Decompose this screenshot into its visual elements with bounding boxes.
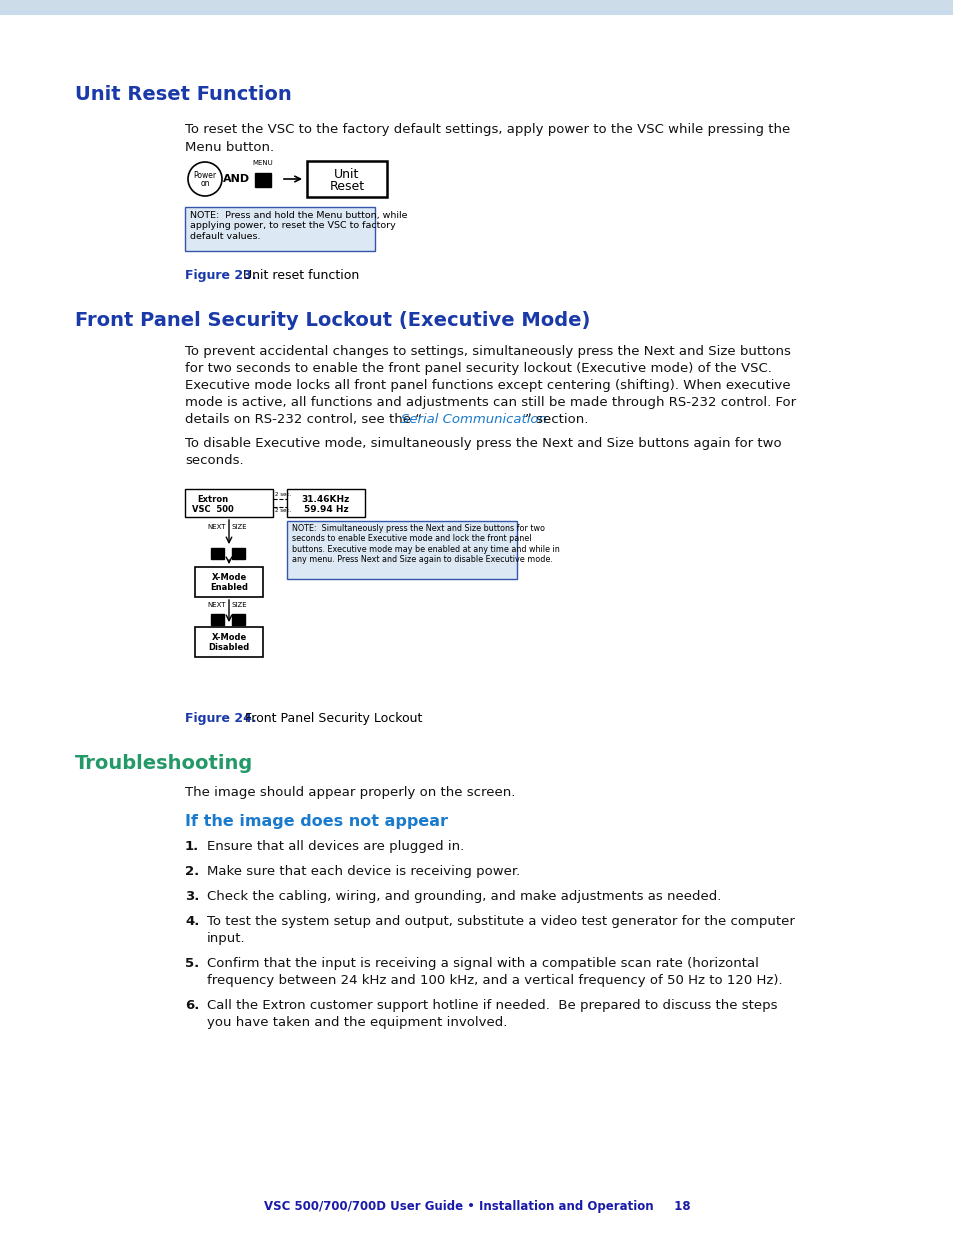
- Text: Figure 24.: Figure 24.: [185, 713, 256, 725]
- Text: Menu button.: Menu button.: [185, 141, 274, 154]
- Text: input.: input.: [207, 932, 245, 945]
- Bar: [254, 173, 271, 186]
- Text: ” section.: ” section.: [524, 412, 588, 426]
- Text: Check the cabling, wiring, and grounding, and make adjustments as needed.: Check the cabling, wiring, and grounding…: [207, 890, 720, 903]
- Bar: [287, 521, 517, 579]
- Text: X-Mode: X-Mode: [212, 632, 247, 641]
- Text: Reset: Reset: [329, 180, 364, 194]
- Text: Enabled: Enabled: [210, 583, 248, 592]
- Text: To prevent accidental changes to settings, simultaneously press the Next and Siz: To prevent accidental changes to setting…: [185, 345, 790, 358]
- Text: Confirm that the input is receiving a signal with a compatible scan rate (horizo: Confirm that the input is receiving a si…: [207, 957, 758, 969]
- Text: 59.94 Hz: 59.94 Hz: [303, 505, 348, 515]
- Bar: [185, 489, 273, 517]
- Text: SIZE: SIZE: [231, 601, 247, 608]
- Text: Unit reset function: Unit reset function: [243, 269, 359, 282]
- Text: 31.46KHz: 31.46KHz: [301, 494, 350, 504]
- Text: To reset the VSC to the factory default settings, apply power to the VSC while p: To reset the VSC to the factory default …: [185, 124, 789, 136]
- Text: Serial Communication: Serial Communication: [400, 412, 546, 426]
- Bar: [0, 0, 953, 10]
- Text: Unit: Unit: [334, 168, 359, 180]
- Text: NEXT: NEXT: [208, 601, 226, 608]
- Text: you have taken and the equipment involved.: you have taken and the equipment involve…: [207, 1016, 507, 1029]
- Text: NOTE:  Press and hold the Menu button, while
applying power, to reset the VSC to: NOTE: Press and hold the Menu button, wh…: [190, 211, 407, 241]
- Text: MENU: MENU: [253, 161, 274, 165]
- Text: X-Mode: X-Mode: [212, 573, 247, 582]
- Text: Front Panel Security Lockout (Executive Mode): Front Panel Security Lockout (Executive …: [75, 311, 590, 330]
- Text: 3.: 3.: [185, 890, 199, 903]
- Bar: [287, 489, 365, 517]
- Text: on: on: [200, 179, 210, 189]
- Text: Call the Extron customer support hotline if needed.  Be prepared to discuss the : Call the Extron customer support hotline…: [207, 999, 777, 1011]
- Text: Troubleshooting: Troubleshooting: [75, 755, 253, 773]
- Bar: [194, 627, 263, 657]
- Text: NOTE:  Simultaneously press the Next and Size buttons for two
seconds to enable : NOTE: Simultaneously press the Next and …: [292, 524, 559, 564]
- Bar: [194, 567, 263, 597]
- Text: 2 sec.: 2 sec.: [274, 493, 291, 498]
- Text: Disabled: Disabled: [208, 642, 250, 652]
- Bar: [185, 207, 375, 251]
- Text: Unit Reset Function: Unit Reset Function: [75, 85, 292, 104]
- Text: To disable Executive mode, simultaneously press the Next and Size buttons again : To disable Executive mode, simultaneousl…: [185, 437, 781, 450]
- Text: 2 sec.: 2 sec.: [274, 509, 291, 514]
- Text: The image should appear properly on the screen.: The image should appear properly on the …: [185, 785, 515, 799]
- Bar: [307, 161, 387, 198]
- Text: frequency between 24 kHz and 100 kHz, and a vertical frequency of 50 Hz to 120 H: frequency between 24 kHz and 100 kHz, an…: [207, 974, 781, 987]
- Bar: [232, 548, 245, 559]
- Text: NEXT: NEXT: [208, 524, 226, 530]
- Text: Power: Power: [193, 170, 216, 179]
- Text: 4.: 4.: [185, 915, 199, 927]
- Text: for two seconds to enable the front panel security lockout (Executive mode) of t: for two seconds to enable the front pane…: [185, 362, 771, 375]
- Text: 6.: 6.: [185, 999, 199, 1011]
- Text: Front Panel Security Lockout: Front Panel Security Lockout: [245, 713, 422, 725]
- Bar: [211, 548, 224, 559]
- Text: 2.: 2.: [185, 864, 199, 878]
- Text: Figure 23.: Figure 23.: [185, 269, 256, 282]
- Text: VSC 500/700/700D User Guide • Installation and Operation     18: VSC 500/700/700D User Guide • Installati…: [263, 1200, 690, 1213]
- Text: To test the system setup and output, substitute a video test generator for the c: To test the system setup and output, sub…: [207, 915, 794, 927]
- Text: details on RS-232 control, see the “: details on RS-232 control, see the “: [185, 412, 421, 426]
- Text: 1.: 1.: [185, 840, 199, 853]
- Text: AND: AND: [223, 174, 251, 184]
- Text: mode is active, all functions and adjustments can still be made through RS-232 c: mode is active, all functions and adjust…: [185, 396, 796, 409]
- Bar: [0, 0, 953, 15]
- Bar: [232, 614, 245, 625]
- Text: SIZE: SIZE: [231, 524, 247, 530]
- Text: 5.: 5.: [185, 957, 199, 969]
- Text: Make sure that each device is receiving power.: Make sure that each device is receiving …: [207, 864, 519, 878]
- Text: If the image does not appear: If the image does not appear: [185, 814, 448, 829]
- Text: Ensure that all devices are plugged in.: Ensure that all devices are plugged in.: [207, 840, 464, 853]
- Bar: [211, 614, 224, 625]
- Text: seconds.: seconds.: [185, 454, 243, 467]
- Text: Extron: Extron: [197, 494, 229, 504]
- Text: VSC  500: VSC 500: [192, 505, 233, 514]
- Text: Executive mode locks all front panel functions except centering (shifting). When: Executive mode locks all front panel fun…: [185, 379, 790, 391]
